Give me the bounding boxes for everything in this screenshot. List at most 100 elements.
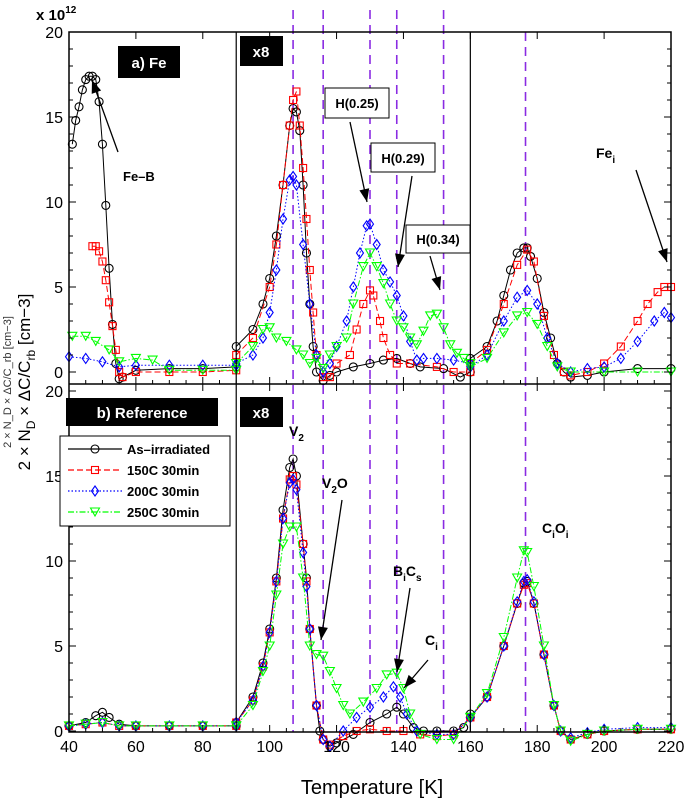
- data-point: [97, 717, 108, 728]
- data-point: [101, 200, 111, 210]
- data-point: [406, 359, 415, 368]
- annotation-arrows: [91, 79, 668, 689]
- arrow-line: [320, 499, 343, 641]
- legend-label: As–irradiated: [127, 442, 210, 457]
- data-point: [66, 331, 78, 342]
- data-point: [392, 702, 402, 712]
- data-point: [512, 291, 522, 304]
- data-point: [431, 309, 443, 320]
- data-point: [248, 324, 258, 335]
- data-point: [499, 290, 509, 301]
- data-point: [541, 341, 553, 352]
- data-point: [264, 641, 276, 652]
- data-point: [90, 444, 100, 454]
- data-point: [95, 247, 104, 256]
- arrow-head: [394, 658, 404, 672]
- data-point: [130, 721, 142, 732]
- legend-label: 200C 30min: [127, 484, 199, 499]
- data-point: [365, 701, 375, 714]
- data-point: [551, 362, 563, 373]
- data-point: [278, 512, 288, 525]
- data-point: [278, 180, 288, 190]
- data-point: [278, 213, 288, 225]
- data-point: [319, 366, 328, 378]
- series-line: [72, 251, 671, 373]
- data-point: [104, 263, 114, 273]
- data-point: [324, 350, 336, 361]
- reference-lines: [292, 10, 527, 732]
- data-point: [349, 281, 358, 293]
- data-point: [518, 546, 530, 556]
- data-point: [583, 362, 592, 375]
- y-axis-label-plain: 2 × N_D × ΔC/C_rb [cm−3]: [2, 316, 14, 448]
- y-tick-label: 15: [45, 110, 63, 127]
- data-point: [288, 103, 298, 114]
- panel-b-label: b) Reference: [97, 405, 188, 422]
- data-point: [660, 306, 669, 319]
- data-point: [248, 349, 258, 361]
- data-point: [528, 581, 540, 592]
- data-point: [402, 708, 411, 720]
- data-point: [439, 364, 449, 374]
- data-point: [299, 163, 308, 173]
- data-point: [616, 352, 626, 365]
- y-multiplier: x 1012: [36, 5, 77, 24]
- data-point: [285, 173, 294, 186]
- annotation-h034: H(0.34): [416, 232, 459, 247]
- annotation-h029-box: [370, 142, 436, 173]
- panel-a-label-box: [118, 46, 180, 78]
- x-tick-label: 180: [524, 739, 551, 756]
- data-point: [285, 462, 295, 473]
- data-point: [288, 454, 298, 464]
- data-point: [492, 316, 502, 326]
- series-2: [64, 473, 676, 753]
- legend: As–irradiated 150C 30min 200C 30min 250C 30…: [59, 435, 231, 527]
- data-point: [455, 372, 465, 382]
- data-point: [297, 350, 309, 361]
- data-point: [302, 580, 311, 593]
- data-point: [324, 666, 336, 677]
- data-point: [104, 712, 114, 722]
- data-point: [632, 367, 643, 378]
- data-point: [345, 350, 354, 360]
- data-point: [108, 322, 117, 331]
- data-point: [513, 260, 522, 269]
- magnification-label-a: x8: [253, 44, 270, 61]
- arrow-head: [317, 626, 328, 640]
- data-point: [270, 590, 282, 601]
- y-tick-label: 10: [45, 554, 63, 571]
- data-point: [482, 349, 492, 361]
- data-point: [265, 306, 274, 319]
- data-point: [511, 573, 523, 584]
- data-point: [257, 666, 269, 677]
- data-point: [311, 367, 322, 377]
- x-tick-label: 140: [390, 739, 417, 756]
- data-point: [451, 348, 463, 359]
- data-point: [371, 683, 383, 694]
- annotation-h034-box: [405, 224, 471, 254]
- arrow-head: [395, 253, 405, 267]
- data-point: [277, 539, 289, 550]
- data-point: [111, 345, 120, 354]
- data-point: [458, 353, 470, 364]
- data-point: [566, 731, 575, 744]
- data-point: [163, 721, 175, 732]
- y-tick-label: 5: [54, 280, 63, 297]
- data-point: [71, 115, 81, 125]
- annotation-h025: H(0.25): [335, 96, 378, 111]
- data-point: [549, 350, 558, 360]
- data-point: [432, 352, 442, 365]
- data-point: [379, 264, 388, 276]
- data-point: [325, 740, 335, 753]
- data-point: [197, 721, 209, 732]
- data-point: [418, 326, 429, 337]
- data-point: [165, 367, 174, 377]
- data-point: [284, 522, 296, 533]
- data-point: [304, 358, 316, 369]
- y-tick-label: 0: [54, 365, 63, 382]
- arrow-line: [396, 587, 411, 673]
- data-point: [364, 248, 376, 259]
- series-line: [68, 526, 671, 742]
- data-point: [103, 345, 115, 356]
